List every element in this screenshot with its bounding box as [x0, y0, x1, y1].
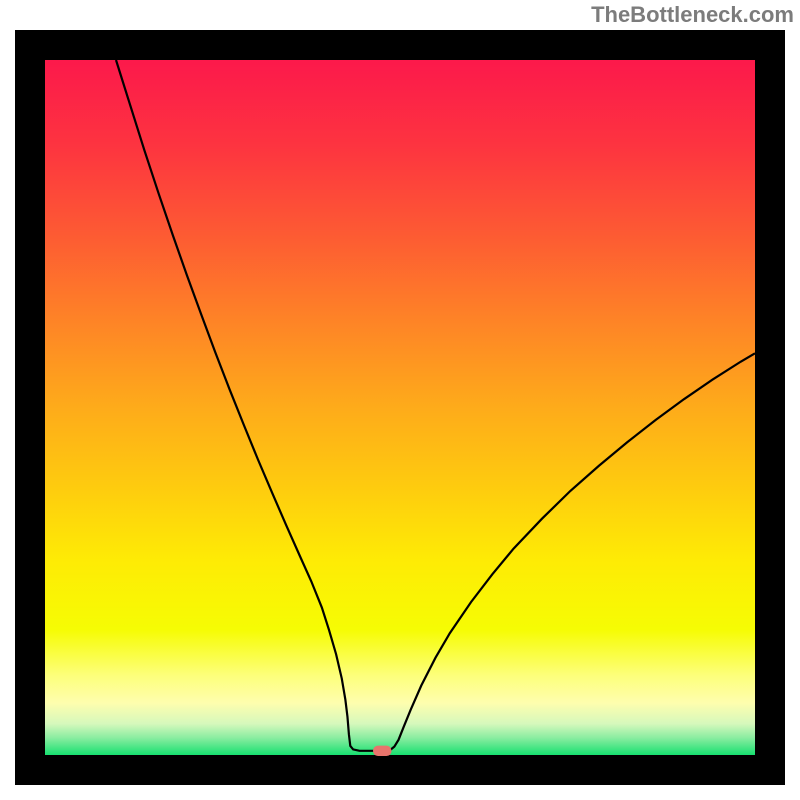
plot-background	[45, 60, 755, 755]
watermark-text: TheBottleneck.com	[591, 2, 794, 28]
min-marker	[373, 746, 391, 756]
chart-container: TheBottleneck.com	[0, 0, 800, 800]
bottleneck-chart	[0, 0, 800, 800]
